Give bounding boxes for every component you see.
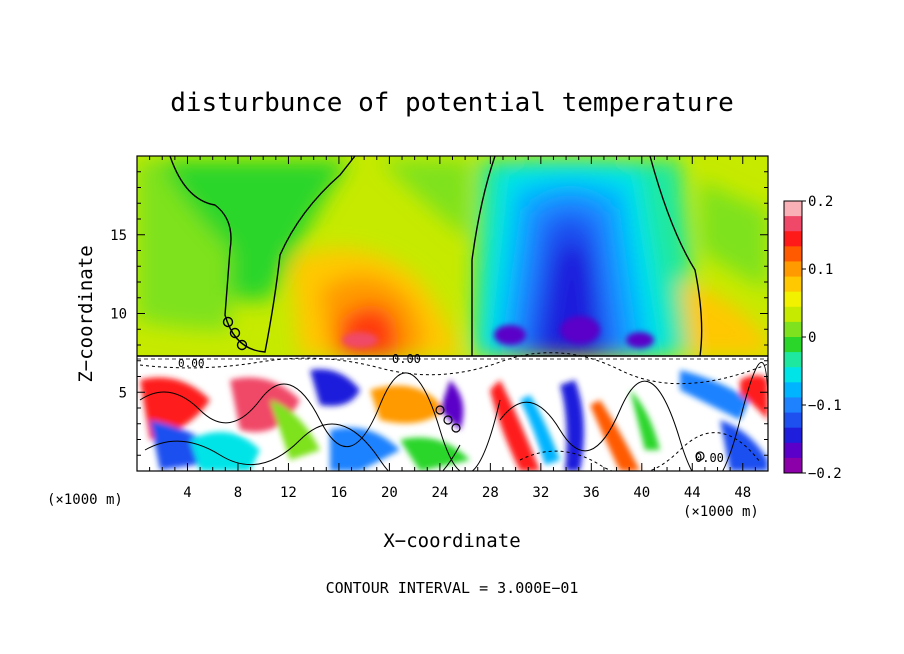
contour-interval-annotation: CONTOUR INTERVAL = 3.000E−01 xyxy=(326,579,579,597)
y-axis-unit: (×1000 m) xyxy=(47,492,123,508)
chart-title: disturbunce of potential temperature xyxy=(170,88,734,118)
x-tick-label: 8 xyxy=(234,485,242,501)
x-tick-label: 12 xyxy=(280,485,297,501)
colorbar-swatch xyxy=(784,457,802,474)
lower-field xyxy=(137,352,768,471)
x-axis: 4 8 12 16 20 24 28 32 36 40 44 48 xyxy=(149,156,756,501)
y-tick-label: 5 xyxy=(119,385,127,401)
colorbar-swatch xyxy=(784,276,802,293)
x-tick-label: 40 xyxy=(633,485,650,501)
colorbar-tick-label: −0.2 xyxy=(808,466,842,482)
colorbar-swatch xyxy=(784,352,802,368)
x-tick-label: 24 xyxy=(431,485,448,501)
x-tick-label: 44 xyxy=(684,485,701,501)
x-axis-label: X−coordinate xyxy=(383,530,520,552)
x-tick-label: 28 xyxy=(482,485,499,501)
x-tick-label: 4 xyxy=(183,485,191,501)
colorbar-swatch xyxy=(784,412,802,429)
plot-area xyxy=(137,156,768,471)
colorbar-tick-label: 0.2 xyxy=(808,194,833,210)
colorbar-swatch xyxy=(784,442,802,459)
x-tick-label: 36 xyxy=(583,485,600,501)
colorbar-swatch xyxy=(784,216,802,232)
colorbar-swatch xyxy=(784,261,802,278)
colorbar-tick-label: 0.1 xyxy=(808,262,833,278)
colorbar-tick-label: 0 xyxy=(808,330,816,346)
colorbar: 0.2 0.1 0 −0.1 −0.2 xyxy=(783,194,842,482)
x-tick-label: 16 xyxy=(330,485,347,501)
contour-label: 0.00 xyxy=(178,357,205,370)
colorbar-swatch xyxy=(784,306,802,323)
y-axis-label: Z−coordinate xyxy=(75,245,97,382)
x-axis-unit: (×1000 m) xyxy=(683,504,759,520)
colorbar-swatch xyxy=(784,427,802,444)
colorbar-swatch xyxy=(784,321,802,338)
colorbar-swatch xyxy=(784,397,802,414)
contour-label: 0.00 xyxy=(695,451,724,465)
colorbar-swatch xyxy=(784,231,802,247)
colorbar-swatch xyxy=(784,367,802,383)
colorbar-swatch xyxy=(784,201,802,217)
colorbar-swatch xyxy=(784,291,802,308)
x-tick-label: 48 xyxy=(734,485,751,501)
y-tick-label: 15 xyxy=(110,228,127,244)
y-axis: 5 10 15 xyxy=(110,171,768,456)
colorbar-swatch xyxy=(784,337,802,353)
contour-label: 0.00 xyxy=(392,352,421,366)
y-tick-label: 10 xyxy=(110,307,127,323)
x-tick-label: 32 xyxy=(532,485,549,501)
x-tick-label: 20 xyxy=(381,485,398,501)
upper-field xyxy=(137,156,768,357)
colorbar-swatch xyxy=(784,246,802,262)
colorbar-swatch xyxy=(784,382,802,398)
colorbar-tick-label: −0.1 xyxy=(808,398,842,414)
